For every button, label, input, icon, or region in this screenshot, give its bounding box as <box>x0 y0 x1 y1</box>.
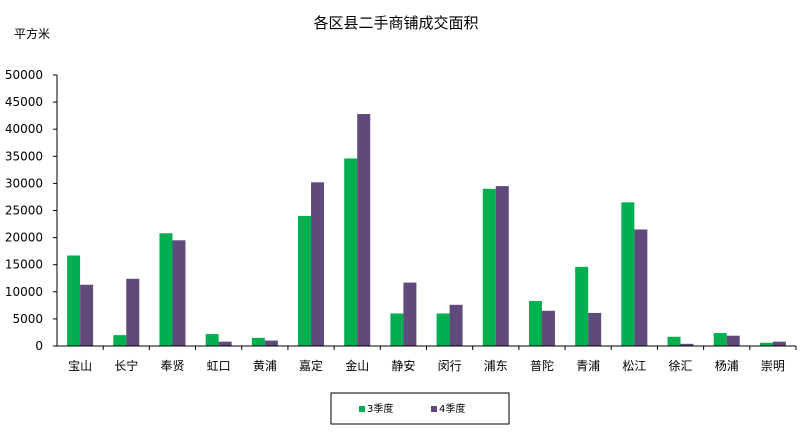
bar-series-2 <box>80 284 94 346</box>
x-category-label: 静安 <box>391 358 415 373</box>
y-tick-label: 35000 <box>5 149 43 163</box>
x-category-label: 黄浦 <box>253 359 277 373</box>
y-tick-label: 30000 <box>5 176 43 190</box>
bar-series-1 <box>528 301 542 346</box>
x-category-label: 青浦 <box>576 359 600 373</box>
bar-series-2 <box>495 186 509 346</box>
bar-series-2 <box>126 278 140 346</box>
bar-series-2 <box>311 182 325 346</box>
y-tick-label: 10000 <box>5 285 43 299</box>
x-category-label: 闵行 <box>438 358 462 373</box>
bar-series-2 <box>680 343 694 346</box>
y-tick-label: 15000 <box>5 258 43 272</box>
bar-series-1 <box>298 215 312 346</box>
bar-series-1 <box>67 255 81 346</box>
legend-label-series-1: 3季度 <box>367 402 393 415</box>
bars <box>67 114 786 346</box>
legend-label-series-2: 4季度 <box>439 402 465 415</box>
bar-series-1 <box>113 335 127 346</box>
x-category-label: 金山 <box>345 358 369 373</box>
bar-series-1 <box>436 313 450 346</box>
y-tick-label: 50000 <box>5 68 43 82</box>
legend-box <box>330 392 510 425</box>
x-category-label: 长宁 <box>114 358 138 373</box>
y-tick-label: 0 <box>35 339 43 353</box>
bar-series-1 <box>482 188 496 346</box>
bar-series-1 <box>159 233 173 346</box>
x-category-label: 奉贤 <box>160 359 184 373</box>
y-axis-unit-label: 平方米 <box>14 26 50 41</box>
x-category-label: 宝山 <box>68 359 92 373</box>
x-category-label: 嘉定 <box>299 358 323 373</box>
bar-series-2 <box>588 312 602 346</box>
y-tick-label: 5000 <box>12 312 43 326</box>
bar-series-1 <box>759 342 773 346</box>
x-category-label: 松江 <box>622 359 646 373</box>
bar-series-2 <box>357 114 371 346</box>
bar-series-2 <box>772 341 786 346</box>
y-tick-label: 40000 <box>5 122 43 136</box>
legend-swatch-series-1 <box>359 406 365 412</box>
y-axis-ticks: 0 5000 10000 15000 20000 25000 30000 35000 40000… <box>5 68 57 353</box>
bar-series-2 <box>726 335 740 346</box>
bar-series-2 <box>449 304 463 346</box>
x-category-label: 杨浦 <box>715 358 739 373</box>
bar-series-2 <box>634 229 648 346</box>
bar-series-1 <box>713 332 727 346</box>
bar-series-1 <box>621 202 635 346</box>
bar-series-2 <box>218 341 232 346</box>
chart-title: 各区县二手商铺成交面积 <box>313 14 478 32</box>
x-category-label: 浦东 <box>484 359 508 373</box>
bar-series-1 <box>205 334 219 346</box>
bar-series-1 <box>344 158 358 346</box>
x-category-label: 崇明 <box>761 359 785 373</box>
x-category-label: 普陀 <box>530 358 554 373</box>
x-category-label: 徐汇 <box>669 358 693 373</box>
y-tick-label: 25000 <box>5 204 43 218</box>
legend-swatch-series-2 <box>431 406 437 412</box>
bar-series-1 <box>667 336 681 346</box>
bar-series-2 <box>172 240 186 346</box>
bar-series-2 <box>264 340 278 346</box>
bar-series-1 <box>575 266 589 346</box>
bar-series-1 <box>251 337 265 346</box>
y-tick-label: 45000 <box>5 95 43 109</box>
y-tick-label: 20000 <box>5 231 43 245</box>
x-category-label: 虹口 <box>207 359 231 373</box>
bar-series-2 <box>403 282 417 346</box>
bar-series-2 <box>541 310 555 346</box>
x-axis-category-labels: 宝山 长宁 奉贤 虹口 黄浦 嘉定 金山 静安 闵行 浦东 普陀 青浦 松江 徐汇 杨浦 崇明 <box>68 346 797 373</box>
legend: 3季度 4季度 <box>330 392 510 425</box>
bar-series-1 <box>390 313 404 346</box>
